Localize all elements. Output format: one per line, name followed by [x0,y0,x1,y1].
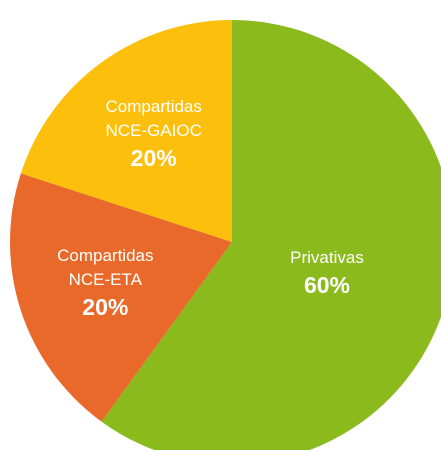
pie-slice [101,20,441,450]
category-label: Compartidas NCE-ETA [57,246,154,290]
category-label: Privativas [290,247,364,267]
value-label: 60% [303,271,351,298]
slice-label: Compartidas NCE-GAIOC 20% [94,95,214,173]
value-label: 20% [130,145,177,172]
pie-slice [20,20,233,242]
slice-label: Privativas 60% [267,246,387,300]
pie-slice [10,173,233,422]
value-label: 20% [82,294,129,321]
category-label: Compartidas NCE-GAIOC [105,97,202,141]
slice-label: Compartidas NCE-ETA 20% [45,244,165,322]
